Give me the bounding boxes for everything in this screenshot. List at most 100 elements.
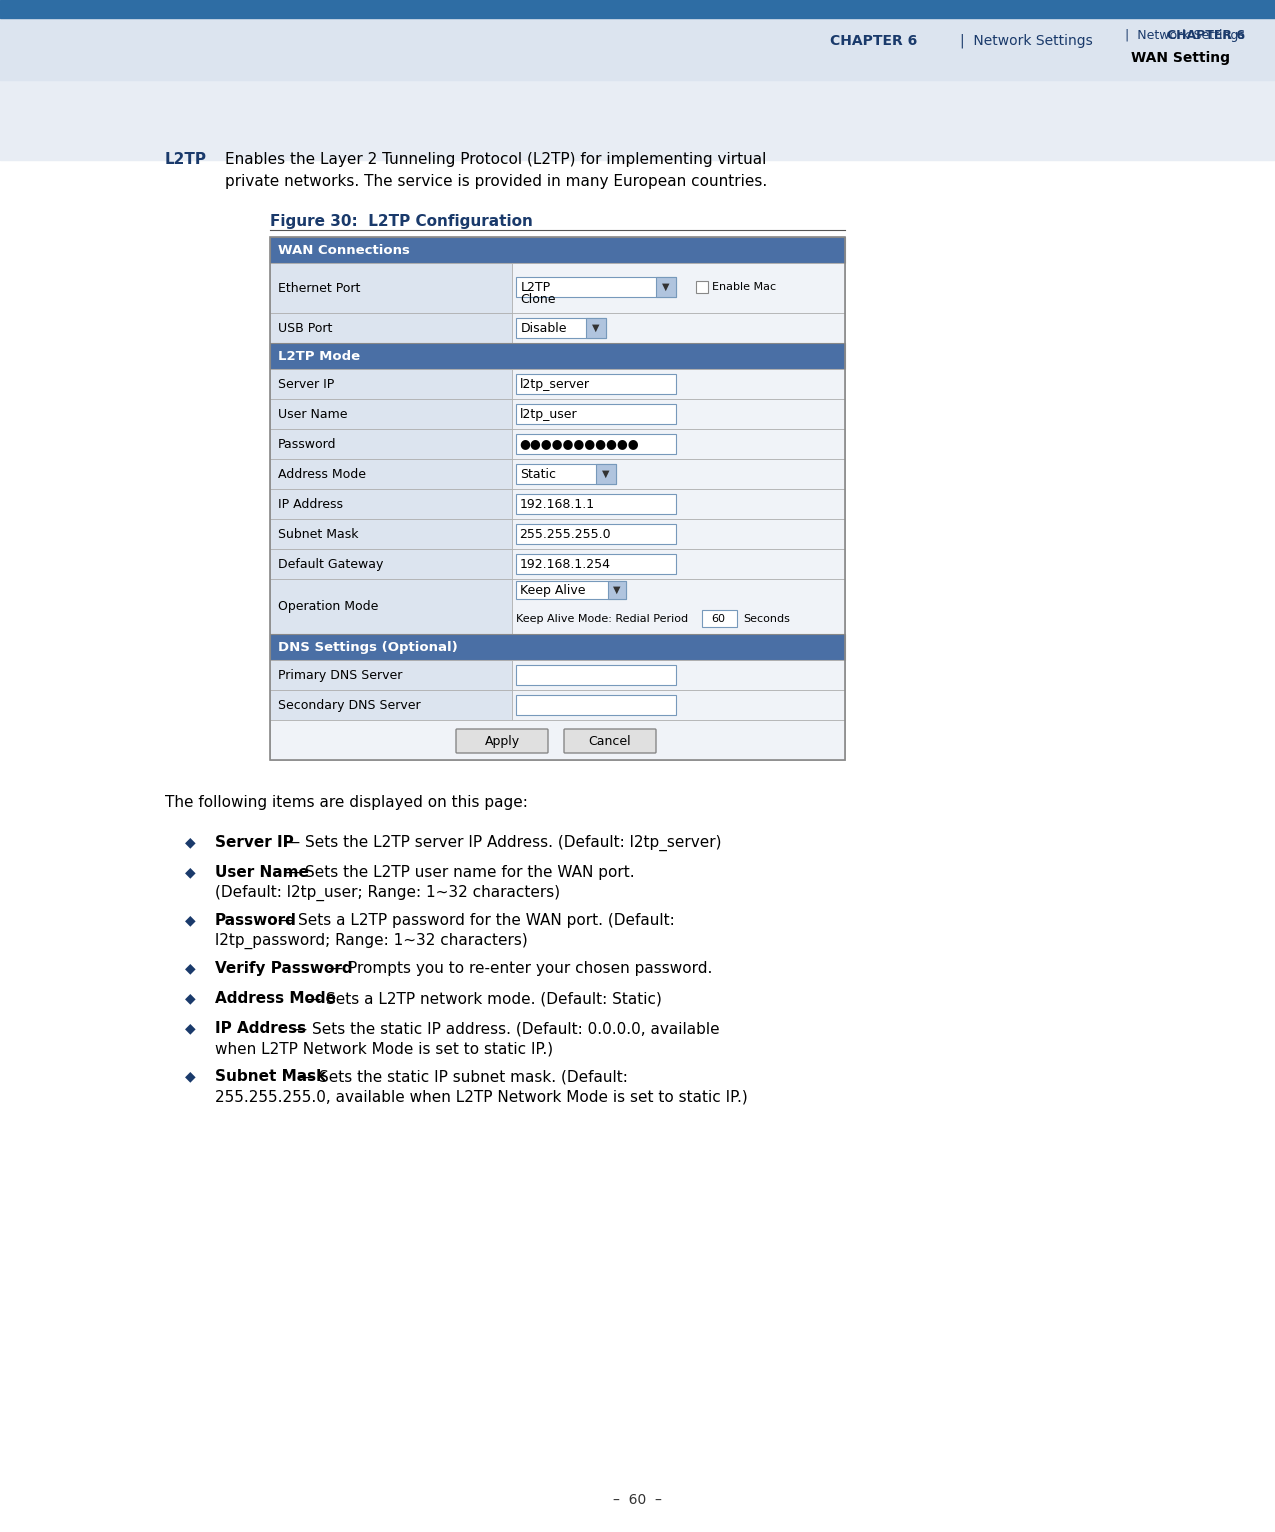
Bar	[607, 581, 626, 599]
Text: ▼: ▼	[592, 323, 599, 332]
Text: WAN Connections: WAN Connections	[278, 244, 409, 256]
Text: Disable: Disable	[520, 322, 567, 334]
Bar	[511, 313, 845, 343]
Text: USB Port: USB Port	[278, 322, 333, 334]
Text: |  Network Settings: | Network Settings	[960, 34, 1093, 47]
Text: 255.255.255.0, available when L2TP Network Mode is set to static IP.): 255.255.255.0, available when L2TP Netwo…	[215, 1089, 747, 1105]
Text: ◆: ◆	[185, 1069, 195, 1083]
Bar	[270, 369, 511, 398]
Bar	[515, 696, 676, 715]
Bar	[515, 464, 616, 484]
Text: Verify Password: Verify Password	[215, 961, 353, 976]
Text: The following items are displayed on this page:: The following items are displayed on thi…	[164, 795, 528, 810]
Bar	[655, 277, 676, 297]
Text: Server IP: Server IP	[215, 835, 293, 850]
Text: –  60  –: – 60 –	[612, 1494, 662, 1507]
Bar	[585, 319, 606, 339]
Text: private networks. The service is provided in many European countries.: private networks. The service is provide…	[224, 175, 768, 188]
FancyBboxPatch shape	[564, 729, 657, 754]
Bar	[270, 313, 511, 343]
Bar	[515, 581, 626, 599]
Bar	[270, 634, 845, 660]
Text: Apply: Apply	[484, 734, 520, 748]
Bar	[270, 689, 511, 720]
Text: Enables the Layer 2 Tunneling Protocol (L2TP) for implementing virtual: Enables the Layer 2 Tunneling Protocol (…	[224, 152, 766, 167]
Bar	[595, 464, 616, 484]
Text: Enable Mac: Enable Mac	[711, 282, 775, 293]
Text: — Sets a L2TP network mode. (Default: Static): — Sets a L2TP network mode. (Default: St…	[301, 991, 662, 1007]
Bar	[511, 369, 845, 398]
Text: Figure 30:  L2TP Configuration: Figure 30: L2TP Configuration	[270, 214, 533, 228]
Bar	[270, 660, 511, 689]
Text: ▼: ▼	[662, 282, 669, 293]
Text: User Name: User Name	[215, 866, 309, 879]
Text: ▼: ▼	[602, 469, 609, 480]
Text: ◆: ◆	[185, 961, 195, 974]
Text: WAN Setting: WAN Setting	[1131, 51, 1230, 64]
Bar	[511, 460, 845, 489]
Text: CHAPTER 6: CHAPTER 6	[830, 34, 917, 47]
Text: 255.255.255.0: 255.255.255.0	[519, 527, 611, 541]
Bar	[270, 720, 845, 760]
Text: 192.168.1.1: 192.168.1.1	[519, 498, 594, 510]
Bar	[270, 579, 511, 634]
Text: Password: Password	[278, 438, 337, 450]
Text: Password: Password	[215, 913, 297, 928]
Text: Primary DNS Server: Primary DNS Server	[278, 668, 403, 682]
Text: — Sets the L2TP user name for the WAN port.: — Sets the L2TP user name for the WAN po…	[279, 866, 635, 879]
Text: Default Gateway: Default Gateway	[278, 558, 384, 570]
Text: — Sets the static IP subnet mask. (Default:: — Sets the static IP subnet mask. (Defau…	[295, 1069, 629, 1085]
Text: — Sets the static IP address. (Default: 0.0.0.0, available: — Sets the static IP address. (Default: …	[287, 1020, 719, 1036]
Bar	[515, 319, 606, 339]
Text: ◆: ◆	[185, 835, 195, 849]
Text: Secondary DNS Server: Secondary DNS Server	[278, 699, 421, 711]
Text: ◆: ◆	[185, 991, 195, 1005]
Text: Clone: Clone	[520, 293, 556, 305]
Bar	[511, 489, 845, 519]
Text: Seconds: Seconds	[743, 614, 790, 624]
Bar	[515, 404, 676, 424]
Text: ▼: ▼	[613, 585, 620, 594]
Bar	[511, 264, 845, 313]
Bar	[511, 660, 845, 689]
Bar	[511, 398, 845, 429]
Bar	[515, 374, 676, 394]
Bar	[515, 665, 676, 685]
Bar	[511, 429, 845, 460]
Text: ◆: ◆	[185, 866, 195, 879]
Text: Subnet Mask: Subnet Mask	[215, 1069, 326, 1085]
Bar	[270, 398, 511, 429]
Bar	[515, 493, 676, 515]
Text: Server IP: Server IP	[278, 377, 334, 391]
Bar	[270, 429, 511, 460]
Bar	[0, 80, 1275, 159]
Text: — Sets a L2TP password for the WAN port. (Default:: — Sets a L2TP password for the WAN port.…	[273, 913, 674, 928]
Text: Keep Alive: Keep Alive	[519, 584, 585, 596]
Text: Operation Mode: Operation Mode	[278, 601, 379, 613]
Text: ◆: ◆	[185, 913, 195, 927]
Bar	[270, 264, 511, 313]
Text: ●●●●●●●●●●●: ●●●●●●●●●●●	[519, 438, 639, 450]
Text: l2tp_server: l2tp_server	[519, 377, 589, 391]
Text: — Prompts you to re-enter your chosen password.: — Prompts you to re-enter your chosen pa…	[323, 961, 713, 976]
Bar	[270, 489, 511, 519]
Bar	[270, 237, 845, 264]
Text: l2tp_user: l2tp_user	[519, 408, 578, 420]
Text: DNS Settings (Optional): DNS Settings (Optional)	[278, 640, 458, 654]
Bar	[515, 524, 676, 544]
Text: Ethernet Port: Ethernet Port	[278, 282, 361, 294]
Bar	[0, 0, 1275, 18]
Text: L2TP: L2TP	[164, 152, 207, 167]
Bar	[515, 555, 676, 574]
Text: Address Mode: Address Mode	[215, 991, 337, 1007]
Bar	[515, 434, 676, 453]
Text: 192.168.1.254: 192.168.1.254	[519, 558, 611, 570]
Text: IP Address: IP Address	[215, 1020, 306, 1036]
Text: CHAPTER 6: CHAPTER 6	[1167, 29, 1244, 41]
Bar	[695, 280, 708, 293]
Text: User Name: User Name	[278, 408, 348, 420]
Bar	[270, 548, 511, 579]
Bar	[270, 460, 511, 489]
Text: Cancel: Cancel	[589, 734, 631, 748]
Text: Static: Static	[520, 467, 556, 481]
